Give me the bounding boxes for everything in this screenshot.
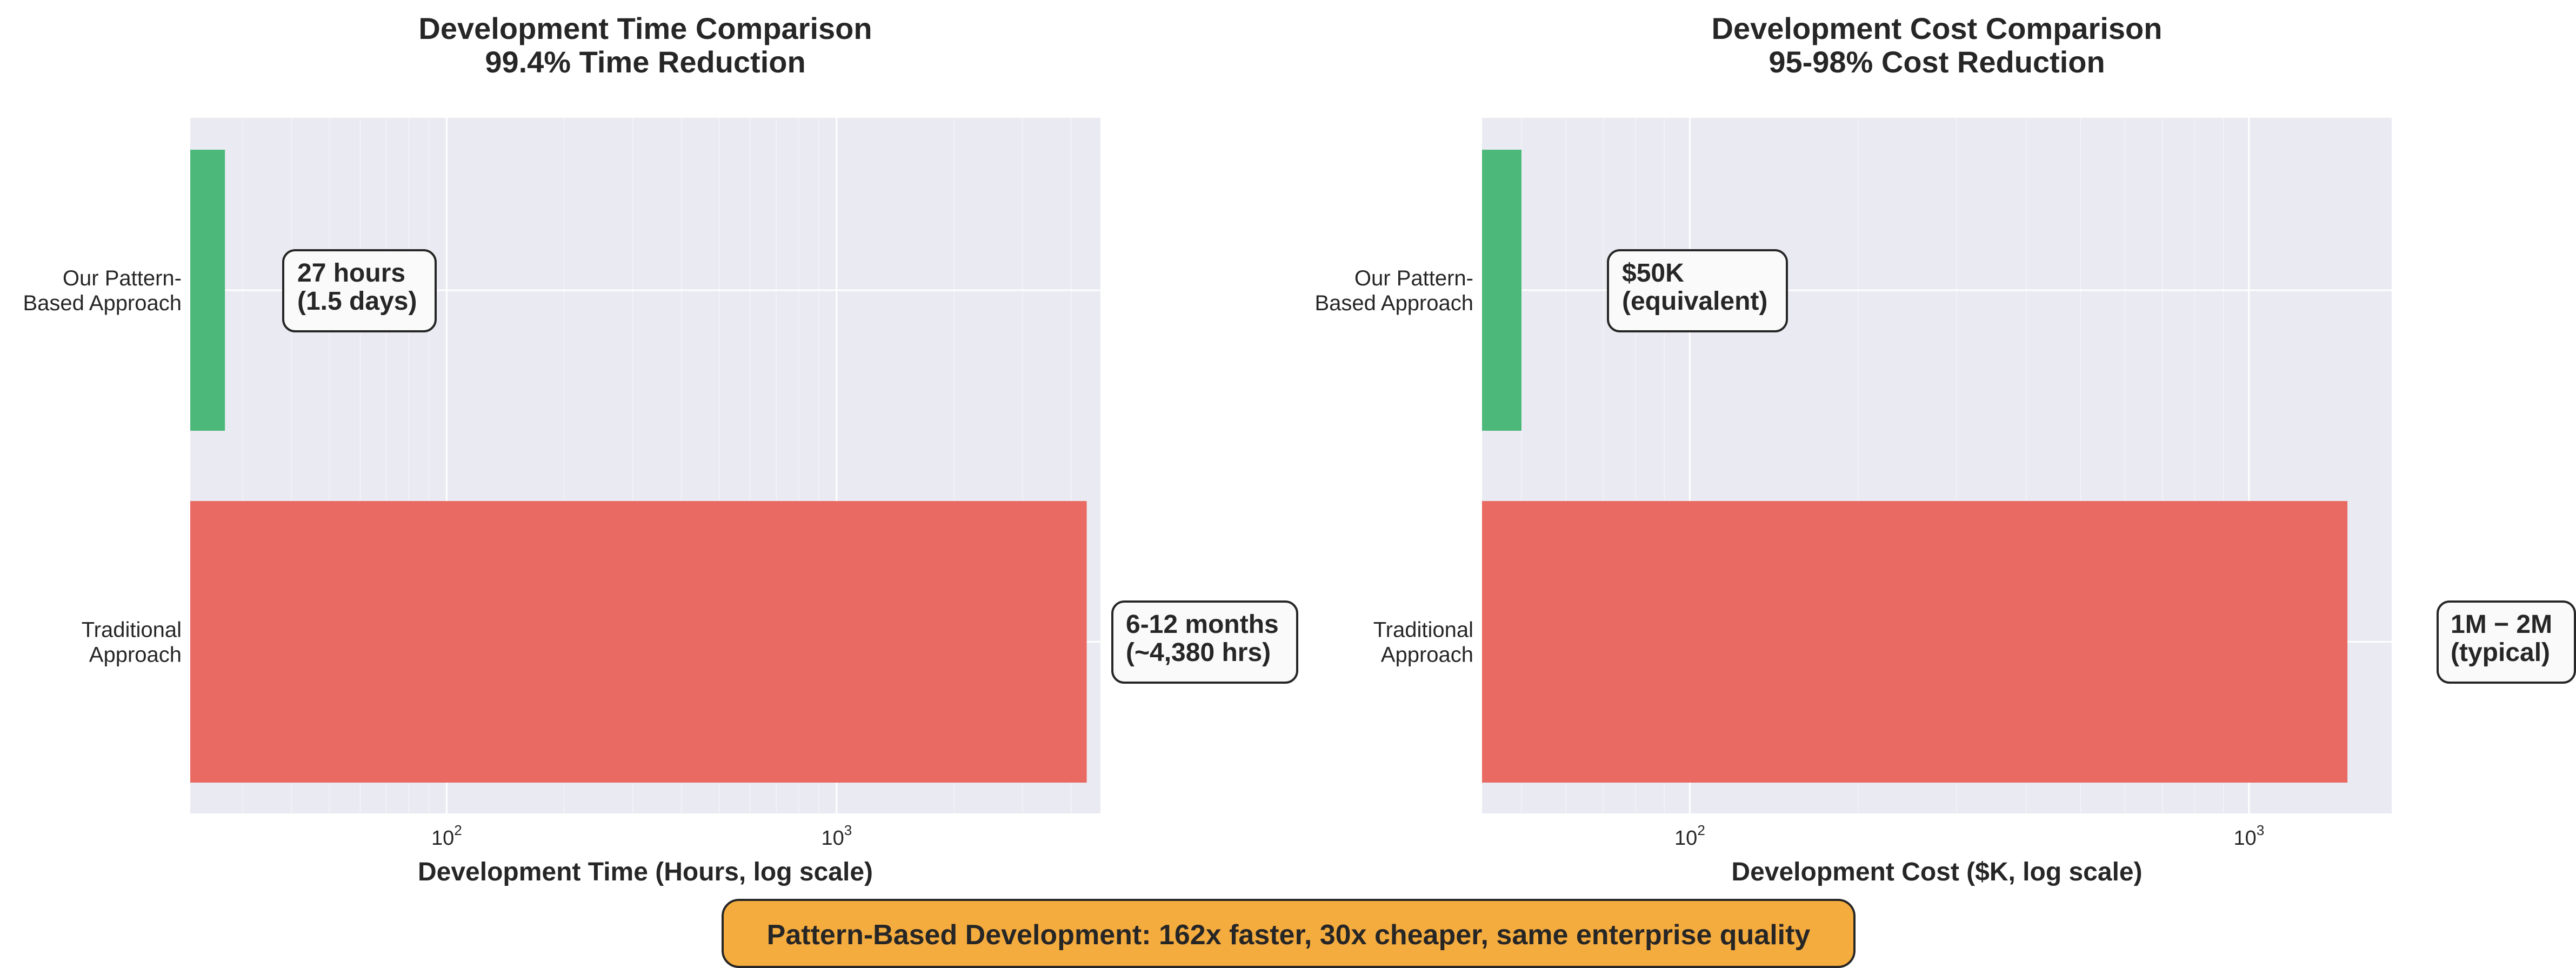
category-label: Traditional [82, 618, 182, 642]
x-axis-label: Development Time (Hours, log scale) [418, 858, 873, 886]
x-axis-label: Development Cost ($K, log scale) [1731, 858, 2142, 886]
annotation-text: (equivalent) [1622, 287, 1767, 316]
summary-banner: Pattern-Based Development: 162x faster, … [722, 899, 1856, 968]
annotation-text: (typical) [2451, 638, 2550, 667]
annotation-text: 27 hours [297, 259, 405, 288]
x-tick-label: 103 [2234, 822, 2265, 850]
annotation-box [1111, 600, 1298, 684]
category-label: Approach [89, 643, 182, 667]
category-label: Our Pattern- [63, 266, 182, 290]
category-label: Based Approach [1314, 291, 1473, 315]
category-label: Approach [1381, 643, 1473, 667]
x-tick-label: 103 [821, 822, 852, 850]
summary-banner-box [722, 899, 1856, 968]
chart-panels: Our Pattern-Based ApproachTraditionalApp… [23, 11, 2576, 886]
category-label: Based Approach [23, 291, 182, 315]
chart-title: Development Time Comparison [418, 11, 872, 45]
summary-banner-text: Pattern-Based Development: 162x faster, … [767, 919, 1811, 951]
bar-traditional [190, 501, 1087, 783]
chart-panel-2: Our Pattern-Based Approach TraditionalApp… [1314, 11, 2576, 886]
category-label: Traditional [1373, 618, 1473, 642]
annotation-box [2437, 600, 2576, 684]
bar-traditional [1482, 501, 2348, 783]
bar-pattern-based [1482, 150, 1522, 431]
annotation-text: $50K [1622, 259, 1684, 288]
x-tick-label: 102 [431, 822, 462, 850]
annotation-text: (1.5 days) [297, 287, 417, 316]
x-tick-label: 102 [1674, 822, 1705, 850]
annotation-box [1607, 249, 1788, 332]
annotation-text: 1M − 2M [2451, 610, 2552, 639]
chart-panel-1: Our Pattern-Based Approach TraditionalApp… [23, 11, 1298, 886]
annotation-text: (~4,380 hrs) [1126, 638, 1271, 667]
annotation-box [282, 249, 437, 332]
annotation-text: 6-12 months [1126, 610, 1279, 639]
category-label: Our Pattern- [1354, 266, 1473, 290]
chart-title: 99.4% Time Reduction [485, 45, 805, 79]
chart-title: Development Cost Comparison [1712, 11, 2163, 45]
chart-title: 95-98% Cost Reduction [1769, 45, 2105, 79]
bar-pattern-based [190, 150, 225, 431]
